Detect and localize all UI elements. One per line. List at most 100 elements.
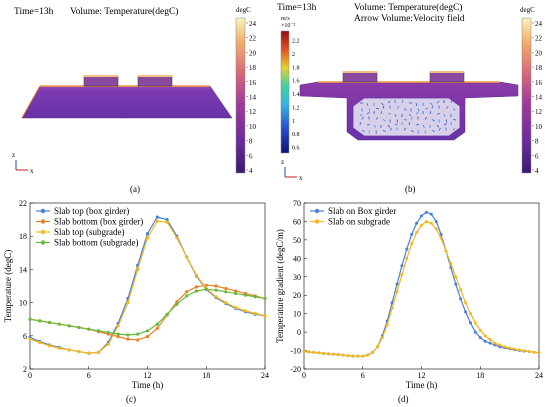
temperature-colorbar-a: degC 24 22 20 18 16 14 12 10 8 6 4 [235, 6, 257, 175]
data-point [47, 344, 52, 348]
y-axis-label: Temperature gradient (degC/m) [275, 229, 285, 343]
axis-z-label-a: z [12, 151, 15, 159]
data-point [468, 312, 472, 316]
data-point [483, 339, 487, 343]
data-point [194, 285, 199, 289]
colorbar-a-tick-label: 22 [249, 35, 257, 43]
velocity-tick-label: 2 [292, 52, 295, 58]
data-point [336, 353, 340, 357]
data-point [87, 351, 91, 355]
data-point [366, 353, 370, 357]
data-point [87, 327, 91, 331]
data-point [478, 328, 482, 332]
colorbar-a-tick-label: 14 [249, 94, 257, 102]
data-point [67, 348, 71, 352]
velocity-arrow [422, 124, 425, 128]
velocity-arrow [438, 127, 441, 131]
data-point [508, 346, 512, 350]
data-point [136, 267, 140, 271]
colorbar-a-tick-label: 12 [249, 108, 257, 116]
velocity-arrow [408, 113, 412, 117]
caption-b: (b) [405, 184, 416, 194]
data-point [106, 342, 110, 346]
legend-marker [40, 219, 46, 224]
data-point [136, 332, 140, 336]
data-point [424, 219, 428, 223]
data-point [243, 293, 248, 297]
data-point [96, 350, 101, 354]
velocity-tick-label: 1.8 [292, 65, 300, 71]
velocity-arrow [452, 127, 456, 131]
velocity-arrow [366, 102, 369, 106]
x-tick-label: 6 [87, 371, 91, 380]
data-point [449, 262, 453, 266]
axis-triad-a: z x [12, 151, 34, 175]
data-point [253, 295, 257, 299]
velocity-arrow [445, 119, 448, 123]
velocity-arrow [443, 123, 447, 126]
y-tick-label: 2 [23, 365, 27, 374]
legend-marker [314, 208, 320, 214]
velocity-tick-label: 1.6 [292, 79, 300, 85]
data-point [420, 223, 423, 227]
velocity-arrow [366, 123, 370, 126]
colorbar-b-tick-label: 18 [535, 64, 543, 72]
velocity-arrow [380, 110, 383, 115]
data-point [145, 236, 150, 240]
velocity-arrow [389, 127, 392, 131]
velocity-arrow [431, 130, 435, 132]
data-point [385, 323, 389, 327]
data-point [322, 351, 326, 355]
y-tick-label: 60 [293, 217, 301, 226]
data-point [116, 335, 120, 339]
y-axis-label: Temperature (degC) [3, 250, 13, 323]
data-point [224, 286, 228, 291]
data-point [478, 336, 482, 340]
data-point [317, 351, 321, 355]
velocity-arrow [452, 108, 456, 111]
velocity-arrow [410, 130, 414, 132]
data-point [116, 332, 120, 336]
legend-label: Slab top (subgrade) [54, 227, 124, 237]
data-point [395, 282, 399, 286]
axis-triad-b: z x [281, 158, 303, 182]
caption-c: (c) [126, 394, 136, 404]
data-point [375, 345, 379, 349]
box-girder-model [299, 71, 519, 141]
x-axis-label: Time (h) [406, 380, 437, 390]
velocity-colorbar: m/s ×10⁻² 2.2 2 1.8 1.6 1.4 1.2 1 0.8 0.6 [280, 16, 300, 154]
legend-label: Slab on Box girder [328, 206, 396, 216]
data-point [214, 284, 218, 288]
data-point [331, 352, 335, 356]
data-point [532, 350, 536, 354]
velocity-scale: ×10⁻² [281, 23, 296, 29]
data-point [405, 256, 409, 260]
velocity-tick-label: 0.6 [292, 146, 300, 152]
data-point [473, 321, 477, 325]
data-point [420, 214, 423, 218]
velocity-arrow [382, 130, 386, 132]
velocity-arrow [382, 105, 385, 109]
data-point [175, 302, 179, 306]
colorbar-unit-b: degC [520, 6, 535, 14]
data-point [415, 221, 419, 225]
colorbar-b-tick-label: 12 [535, 108, 543, 116]
data-point [537, 351, 541, 355]
data-point [468, 321, 472, 325]
velocity-arrow [387, 100, 391, 104]
data-point [503, 345, 507, 349]
y-tick-label: 22 [19, 199, 27, 208]
series-line [303, 220, 540, 357]
data-point [234, 305, 238, 310]
velocity-arrow [361, 130, 365, 132]
data-point [439, 232, 443, 236]
y-tick-label: 30 [293, 273, 301, 282]
velocity-arrow [401, 100, 404, 104]
data-point [253, 311, 257, 315]
colorbar-unit-a: degC [236, 6, 251, 14]
velocity-arrow [415, 112, 419, 115]
x-axis-label: Time (h) [132, 380, 163, 390]
velocity-arrow [394, 123, 398, 126]
data-point [263, 314, 267, 318]
legend-marker [314, 219, 320, 224]
